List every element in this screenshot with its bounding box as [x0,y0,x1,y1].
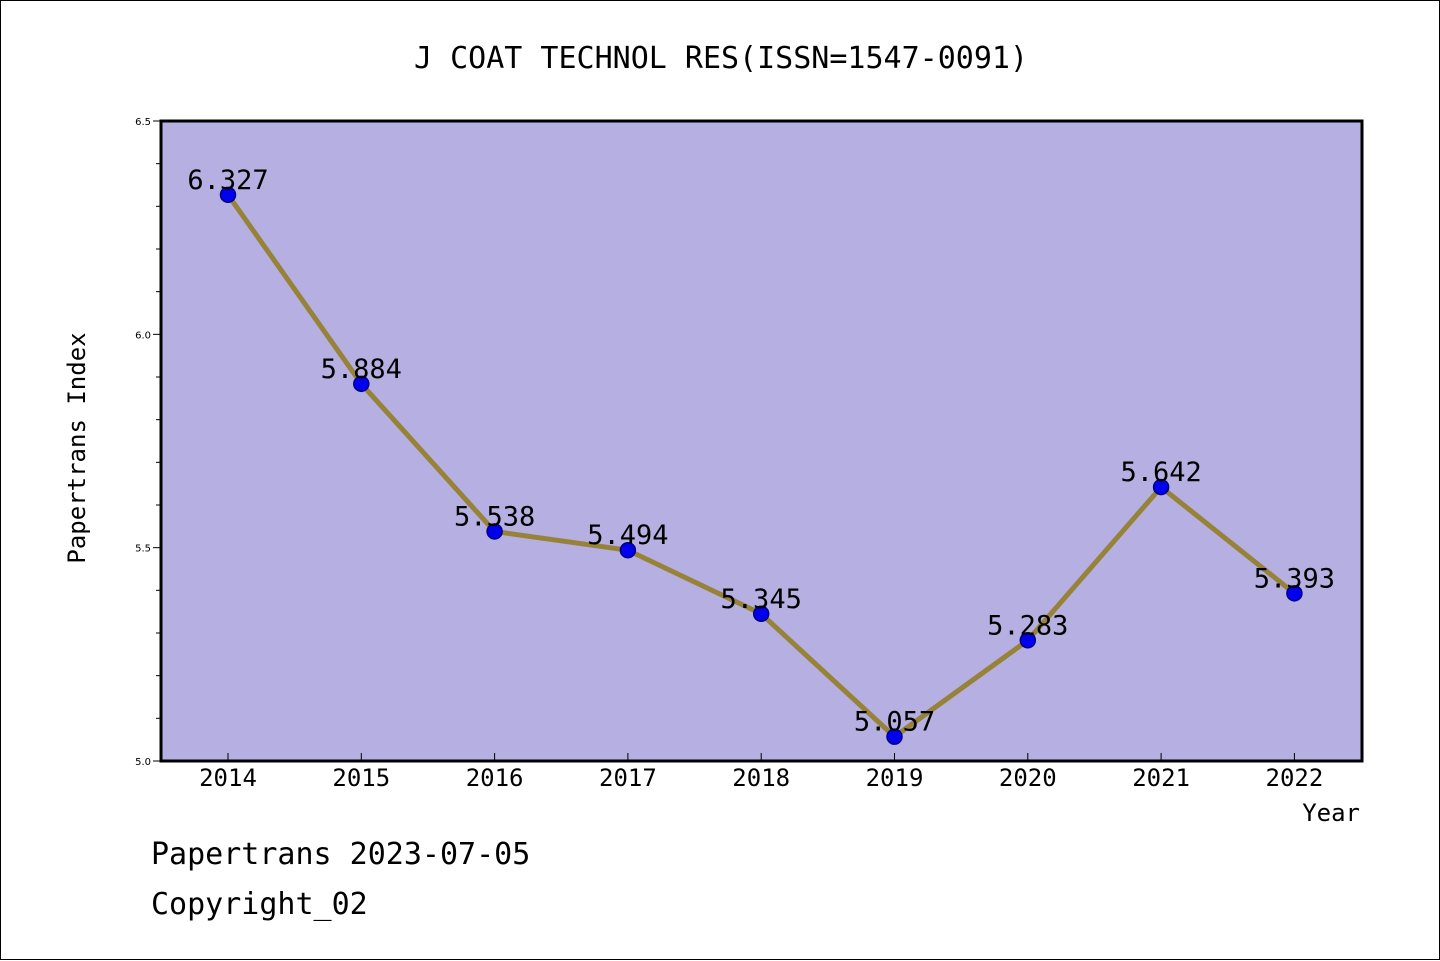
footer-copyright: Copyright_02 [151,887,368,922]
data-label: 5.057 [854,707,935,738]
data-label: 5.494 [587,520,668,551]
data-point [353,375,370,393]
data-label: 6.327 [187,165,268,196]
x-tick-label: 2018 [732,764,790,792]
data-label: 5.642 [1120,457,1201,488]
y-tick-label: 5.0 [135,757,151,768]
y-tick-label: 6.5 [135,117,151,128]
data-point [1152,478,1170,496]
data-point [752,605,770,623]
plot-area [159,119,1364,763]
x-tick-label: 2020 [999,764,1057,792]
data-labels: 6.327 5.884 5.538 5.494 5.345 5.057 5.283 5.642… [187,165,1335,738]
data-label: 5.345 [721,584,802,615]
data-label: 5.884 [321,354,402,385]
x-axis-label: Year [1302,799,1360,827]
y-axis-label: Papertrans Index [63,332,91,563]
x-tick-label: 2017 [599,764,657,792]
data-point [1286,585,1303,602]
data-markers [219,186,1303,745]
x-tick-label: 2015 [332,764,390,792]
chart-title: J COAT TECHNOL RES(ISSN=1547-0091) [414,41,1028,76]
footer-date: Papertrans 2023-07-05 [151,837,530,872]
data-point [219,186,237,204]
y-tick-label: 5.5 [135,544,151,555]
x-axis-ticks: 2014 2015 2016 2017 2018 2019 2020 2021 2022 [199,753,1323,792]
data-label: 5.393 [1254,563,1335,594]
x-tick-label: 2021 [1132,764,1190,792]
data-point [1019,632,1037,649]
y-tick-label: 6.0 [135,330,151,341]
data-point [486,523,503,540]
y-axis-ticks: 5.0 5.5 6.0 6.5 [135,117,161,768]
data-point [619,541,637,559]
data-point [886,728,903,745]
x-tick-label: 2014 [199,764,257,792]
x-tick-label: 2019 [866,764,924,792]
data-label: 5.283 [987,610,1068,641]
x-tick-label: 2016 [466,764,524,792]
data-label: 5.538 [454,501,535,532]
x-tick-label: 2022 [1266,764,1324,792]
